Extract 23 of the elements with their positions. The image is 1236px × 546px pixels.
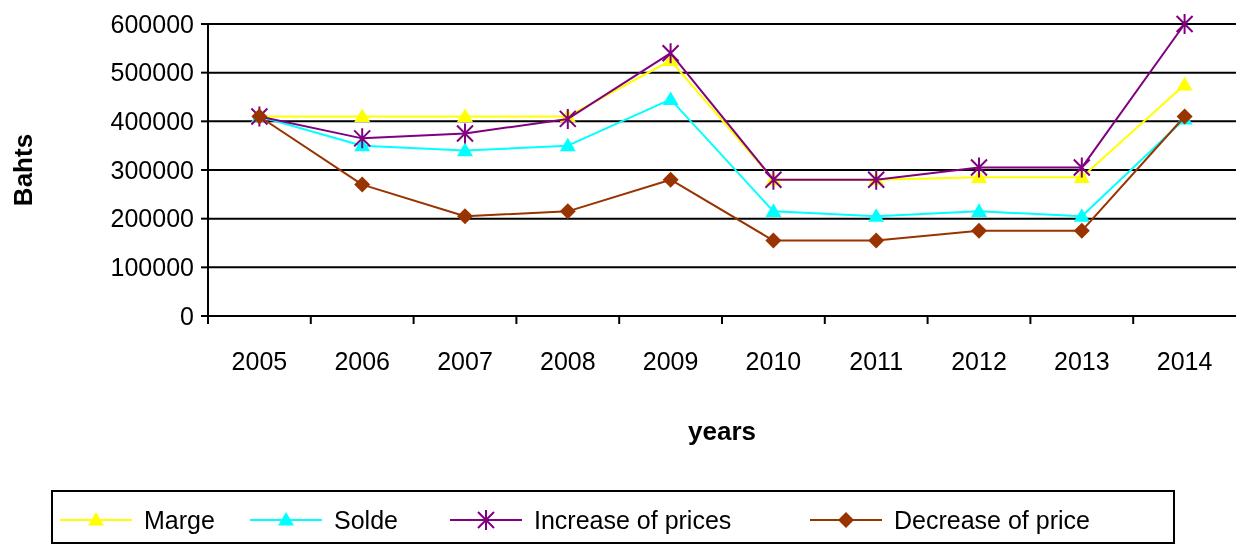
x-tick-label: 2005 xyxy=(231,347,288,375)
x-tick-label: 2012 xyxy=(951,347,1007,375)
x-tick-label: 2008 xyxy=(539,347,596,375)
x-tick-label: 2013 xyxy=(1053,347,1110,375)
x-tick-label: 2009 xyxy=(642,347,699,375)
y-tick-label: 100000 xyxy=(110,253,194,282)
legend-label: Marge xyxy=(144,505,215,534)
x-tick-label: 2006 xyxy=(334,347,391,375)
y-tick-label: 300000 xyxy=(110,155,194,184)
y-tick-label: 200000 xyxy=(110,204,194,233)
x-axis-title: years xyxy=(688,416,756,446)
x-tick-label: 2007 xyxy=(437,347,493,375)
y-tick-label: 0 xyxy=(180,301,194,330)
legend-label: Decrease of price xyxy=(894,505,1090,534)
legend-label: Solde xyxy=(334,505,398,534)
legend-label: Increase of prices xyxy=(534,505,732,534)
x-tick-label: 2014 xyxy=(1156,347,1213,375)
x-tick-label: 2010 xyxy=(745,347,802,375)
y-tick-label: 600000 xyxy=(110,9,194,38)
y-axis-title: Bahts xyxy=(8,133,38,207)
x-tick-label: 2011 xyxy=(849,347,904,375)
y-tick-label: 500000 xyxy=(110,58,194,87)
y-tick-label: 400000 xyxy=(110,107,194,136)
